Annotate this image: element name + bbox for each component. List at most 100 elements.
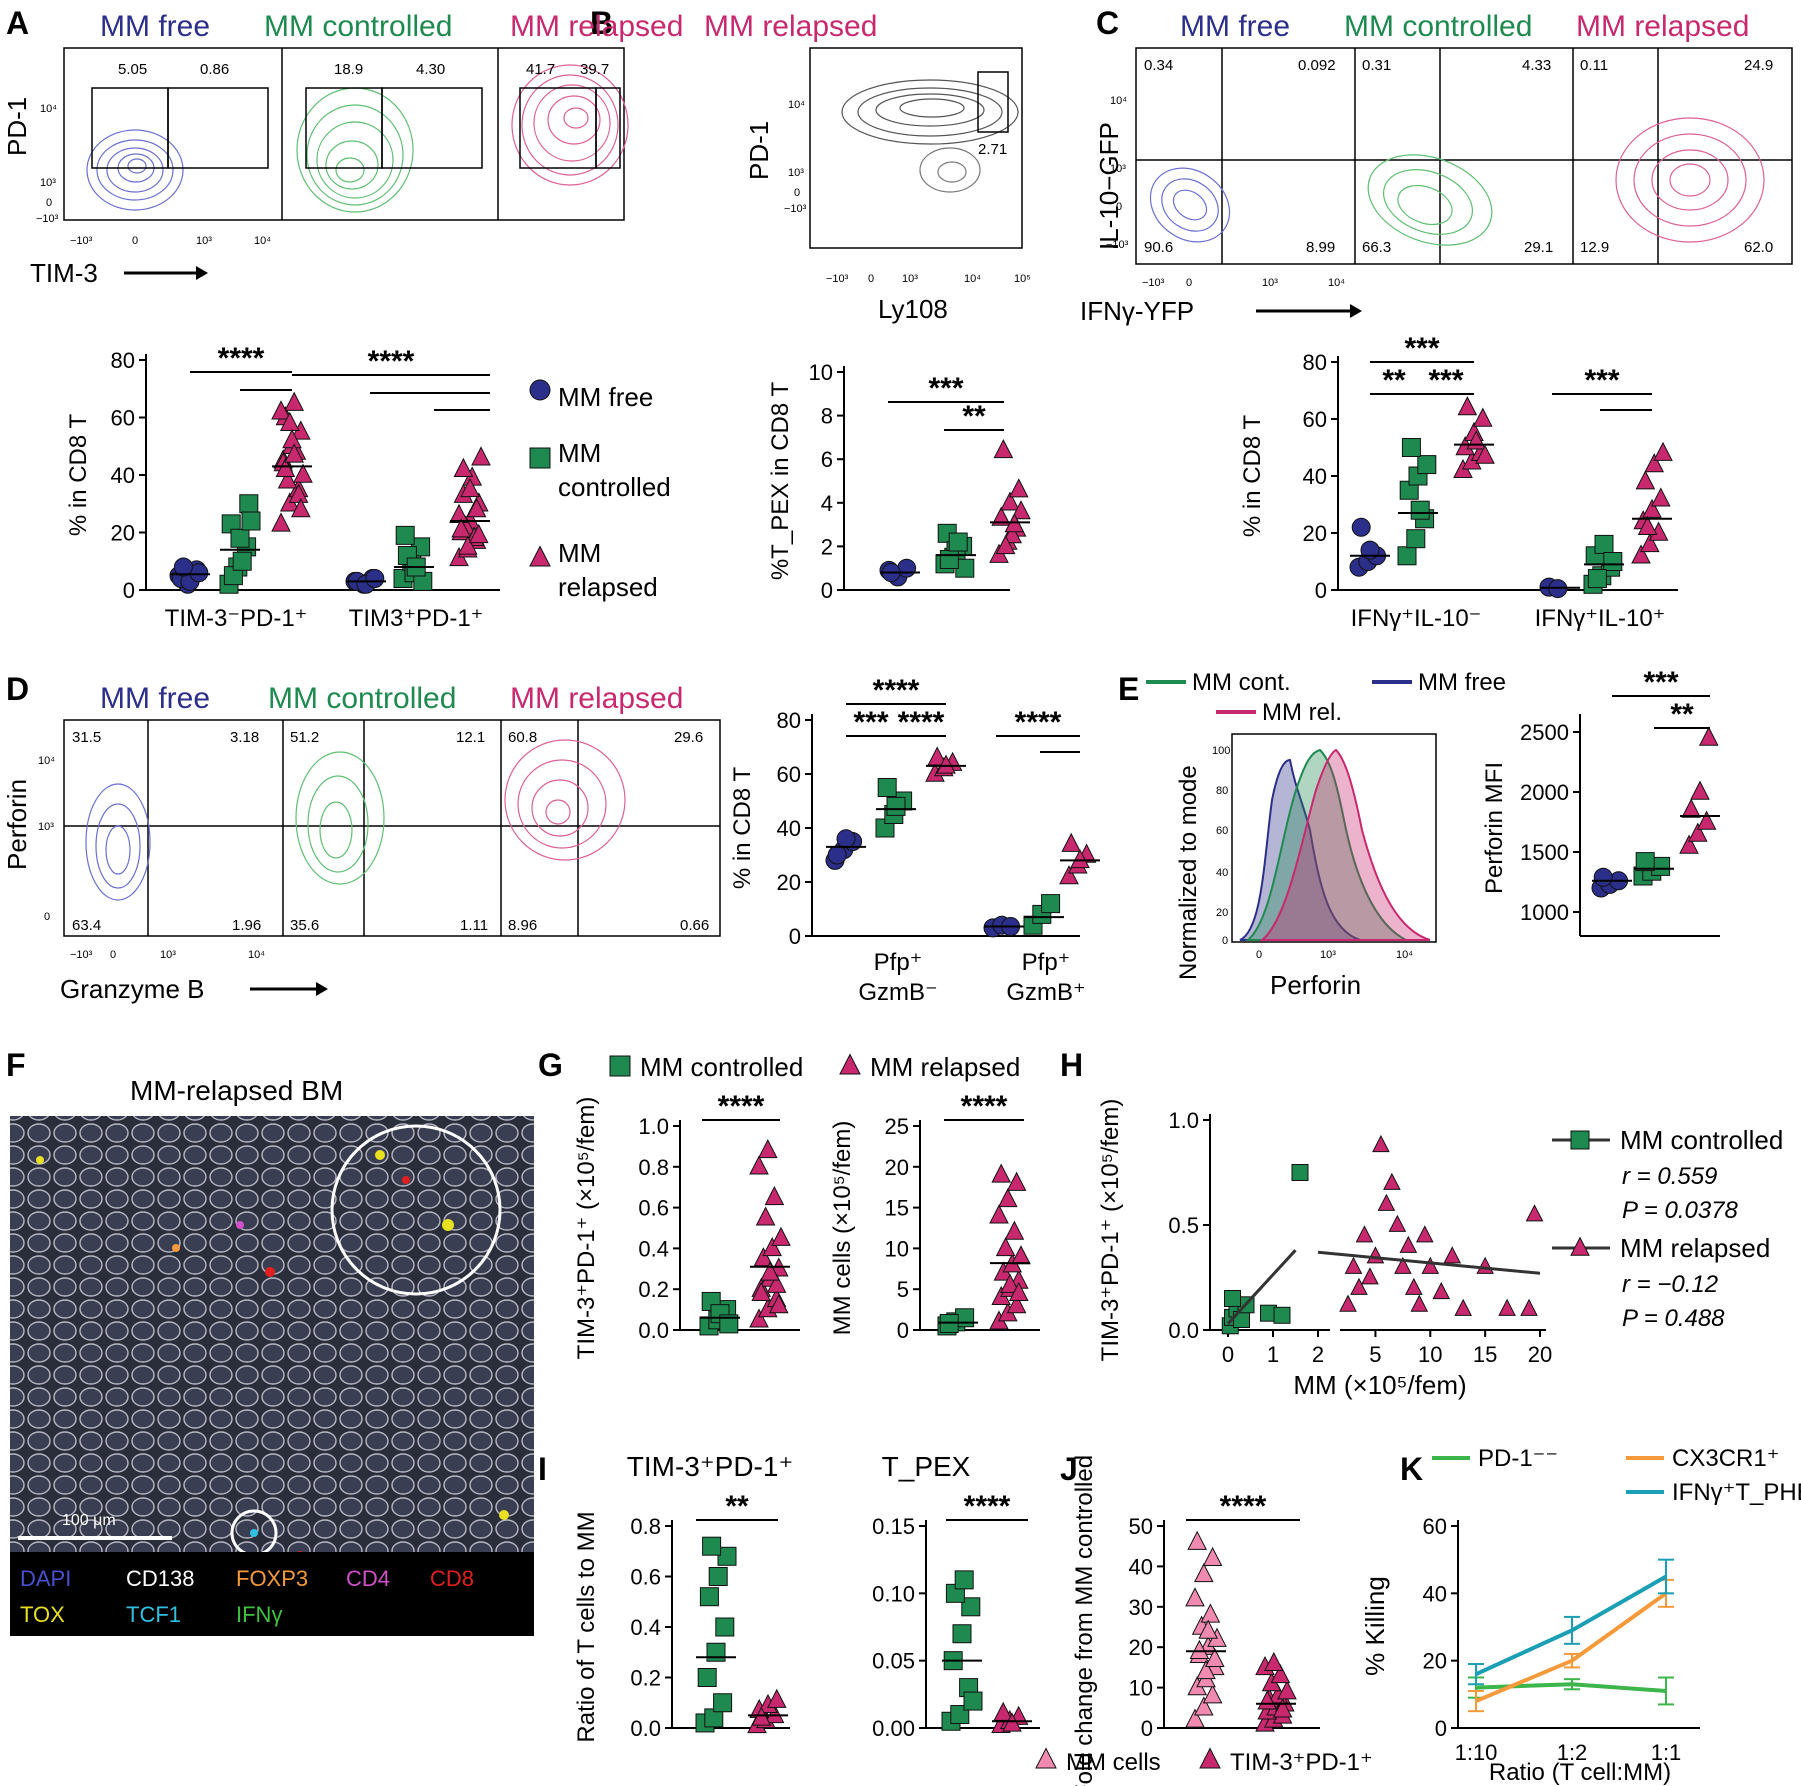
- significance-label: ****: [718, 1090, 765, 1123]
- e-ytick-0: 0: [1222, 935, 1228, 947]
- point-mm-relapsed: [1405, 1277, 1423, 1295]
- point-mm-relapsed: [449, 503, 469, 523]
- y-tick-label: 2500: [1520, 720, 1569, 745]
- y-tick-label: 25: [885, 1114, 909, 1139]
- point-mm-relapsed: [282, 429, 302, 449]
- a-title-controlled: MM controlled: [264, 10, 452, 43]
- y-axis-label: TIM-3⁺PD-1⁺ (×10⁵/fem): [573, 1097, 600, 1360]
- point-mm-relapsed: [1698, 726, 1719, 746]
- y-tick-label: 20: [885, 1155, 909, 1180]
- i-title-2: T_PEX: [882, 1451, 971, 1482]
- point-mm-cells: [1196, 1659, 1216, 1680]
- y-tick-label: 0.6: [630, 1565, 661, 1590]
- y-tick-label: 20: [1303, 521, 1327, 546]
- point-mm-controlled: [1401, 438, 1421, 457]
- point-mm-controlled: [715, 1617, 735, 1637]
- legend-marker: [529, 447, 551, 469]
- significance-label: **: [962, 400, 986, 433]
- point-mm-free: [1351, 517, 1371, 537]
- y-tick-label: 2000: [1520, 780, 1569, 805]
- y-axis-label: TIM-3⁺PD-1⁺ (×10⁵/fem): [1097, 1099, 1124, 1362]
- point-mm-relapsed: [749, 1308, 769, 1328]
- point-mm-relapsed: [1457, 396, 1478, 416]
- point-mm-relapsed: [1690, 780, 1710, 800]
- b-title: MM relapsed: [704, 10, 877, 43]
- y-tick-label: 1000: [1520, 900, 1569, 925]
- panel-letter-b: B: [590, 5, 613, 41]
- point-mm-controlled: [1291, 1164, 1309, 1181]
- b-ytick-4: −10³: [784, 203, 807, 215]
- legend-label: MM controlled: [1620, 1125, 1783, 1155]
- f-channel-label: CD8: [430, 1566, 474, 1591]
- panel-letter-d: D: [6, 671, 29, 707]
- y-axis-label: % in CD8 T: [65, 414, 92, 537]
- panel-letter-f: F: [6, 1047, 26, 1083]
- c-q-free-lr: 8.99: [1306, 239, 1335, 256]
- point-mm-relapsed: [1421, 1256, 1440, 1274]
- a-gate-relapsed-2: 39.7: [580, 61, 609, 78]
- c-xtick-1: −10³: [1142, 277, 1165, 289]
- x-tick-label: 1:2: [1557, 1740, 1588, 1765]
- point-mm-relapsed: [1650, 487, 1671, 507]
- x-tick-label: 20: [1528, 1342, 1552, 1367]
- y-tick-label: 0: [789, 924, 801, 949]
- point-mm-relapsed: [771, 1226, 791, 1246]
- point-mm-relapsed: [277, 469, 298, 489]
- y-tick-label: 0.4: [630, 1615, 661, 1640]
- legend-marker: [1199, 1747, 1221, 1769]
- legend-label: controlled: [558, 472, 671, 502]
- y-tick-label: 0.6: [638, 1196, 669, 1221]
- point-mm-free: [173, 557, 193, 577]
- point-mm-relapsed: [764, 1703, 785, 1724]
- point-mm-relapsed: [1388, 1214, 1407, 1232]
- c-q-ctrl-ll: 66.3: [1362, 239, 1391, 256]
- point-mm-relapsed: [1006, 1171, 1027, 1191]
- point-mm-relapsed: [1635, 470, 1656, 490]
- d-flow-ylabel: Perforin: [2, 779, 32, 870]
- point-mm-relapsed: [1070, 848, 1090, 869]
- x-tick-label: Pfp⁺: [874, 949, 923, 976]
- d-ytick-1: 10⁴: [38, 755, 55, 767]
- a-title-relapsed: MM relapsed: [510, 10, 683, 43]
- y-tick-label: 0: [821, 578, 833, 603]
- panel-letter-k: K: [1400, 1451, 1423, 1487]
- y-tick-label: 40: [1423, 1581, 1447, 1606]
- d-title-free: MM free: [100, 682, 210, 715]
- y-tick-label: 60: [111, 406, 135, 431]
- point-mm-cells: [1202, 1684, 1223, 1704]
- point-mm-relapsed: [766, 1273, 787, 1293]
- y-tick-label: 80: [111, 348, 135, 373]
- c-q-ctrl-lr: 29.1: [1524, 239, 1553, 256]
- x-tick-label: 1:10: [1455, 1740, 1498, 1765]
- c-q-ctrl-ur: 4.33: [1522, 57, 1551, 74]
- c-q-rel-ul: 0.11: [1580, 57, 1608, 74]
- point-mm-relapsed: [1008, 478, 1029, 498]
- y-tick-label: 40: [111, 463, 135, 488]
- b-xtick-2: 0: [868, 273, 874, 285]
- panel-letter-h: H: [1060, 1047, 1083, 1083]
- significance-label: ***: [1643, 666, 1678, 699]
- point-mm-relapsed: [1361, 1267, 1379, 1285]
- y-tick-label: 20: [777, 870, 801, 895]
- chart-a: 0 20 40 60 80 % in CD8 T TIM-3⁻PD-1⁺ TIM3⁺PD-1⁺…: [65, 342, 500, 632]
- c-title-relapsed: MM relapsed: [1576, 10, 1749, 43]
- chart-g1: 0.0 0.2 0.4 0.6 0.8 1.0 TIM-3⁺PD-1⁺ (×10⁵/fem)…: [573, 1090, 800, 1359]
- point-mm-relapsed: [991, 506, 1012, 526]
- panel-letter-a: A: [6, 5, 29, 41]
- point-mm-relapsed: [991, 1163, 1012, 1183]
- y-tick-label: 1.0: [638, 1114, 669, 1139]
- legend-marker: [1570, 1130, 1590, 1150]
- point-mm-cells: [1202, 1546, 1223, 1567]
- y-tick-label: 0.8: [630, 1514, 661, 1539]
- a-flow-xlabel: TIM-3: [30, 258, 98, 288]
- y-tick-label: 20: [1423, 1649, 1447, 1674]
- d-q-rel-lr: 0.66: [680, 917, 709, 934]
- x-tick-label: 1: [1267, 1342, 1279, 1367]
- point-mm-controlled: [939, 549, 959, 569]
- x-tick-label: 0: [1222, 1342, 1234, 1367]
- point-mm-controlled: [1406, 529, 1426, 549]
- y-tick-label: 0.2: [630, 1666, 661, 1691]
- panel-letter-g: G: [538, 1047, 563, 1083]
- c-flow-ylabel: IL-10−GFP: [1094, 122, 1124, 250]
- point-tim-pd-: [1277, 1680, 1297, 1700]
